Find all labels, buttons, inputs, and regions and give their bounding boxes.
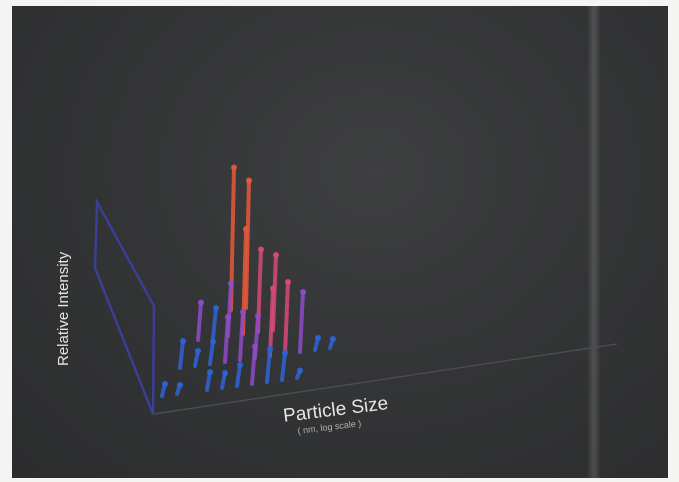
data-point — [255, 313, 261, 319]
data-point — [210, 338, 216, 345]
data-stem — [250, 344, 257, 386]
data-stem — [178, 339, 185, 370]
data-stem — [265, 347, 272, 384]
data-stem — [298, 290, 305, 354]
data-point — [297, 367, 303, 374]
data-point — [198, 299, 204, 306]
data-point — [252, 343, 258, 350]
data-point — [270, 285, 276, 292]
data-point — [243, 226, 249, 232]
data-stem — [280, 351, 287, 382]
data-stem — [196, 300, 203, 342]
chart-panel: Relative Intensity Particle Size ( nm, l… — [12, 6, 668, 478]
front-axis-line — [153, 343, 618, 415]
data-point — [330, 336, 336, 342]
data-stem — [268, 286, 275, 358]
data-point — [273, 252, 279, 258]
data-stem — [211, 306, 218, 340]
data-point — [240, 309, 246, 315]
light-streak — [587, 6, 601, 478]
data-point — [315, 335, 321, 341]
data-point — [237, 362, 243, 368]
data-point — [258, 246, 264, 253]
data-stem — [235, 363, 242, 388]
3d-scatter-plot — [93, 164, 618, 415]
data-stem — [283, 280, 290, 356]
data-point — [207, 369, 213, 375]
back-wall-frame — [93, 197, 156, 415]
data-stem — [238, 310, 245, 362]
data-stem — [223, 315, 230, 364]
data-point — [222, 370, 228, 376]
data-point — [231, 164, 237, 171]
data-point — [246, 177, 252, 184]
data-point — [300, 289, 306, 295]
data-point — [177, 382, 183, 388]
data-point — [195, 348, 201, 354]
data-stem — [208, 339, 215, 366]
y-axis-label: Relative Intensity — [55, 251, 72, 366]
data-point — [180, 338, 186, 344]
data-point — [282, 350, 288, 356]
data-stem — [205, 370, 212, 392]
data-point — [162, 381, 168, 387]
data-point — [228, 280, 234, 287]
data-point — [285, 279, 291, 285]
data-point — [213, 305, 219, 311]
data-point — [225, 314, 231, 320]
data-point — [267, 346, 273, 352]
